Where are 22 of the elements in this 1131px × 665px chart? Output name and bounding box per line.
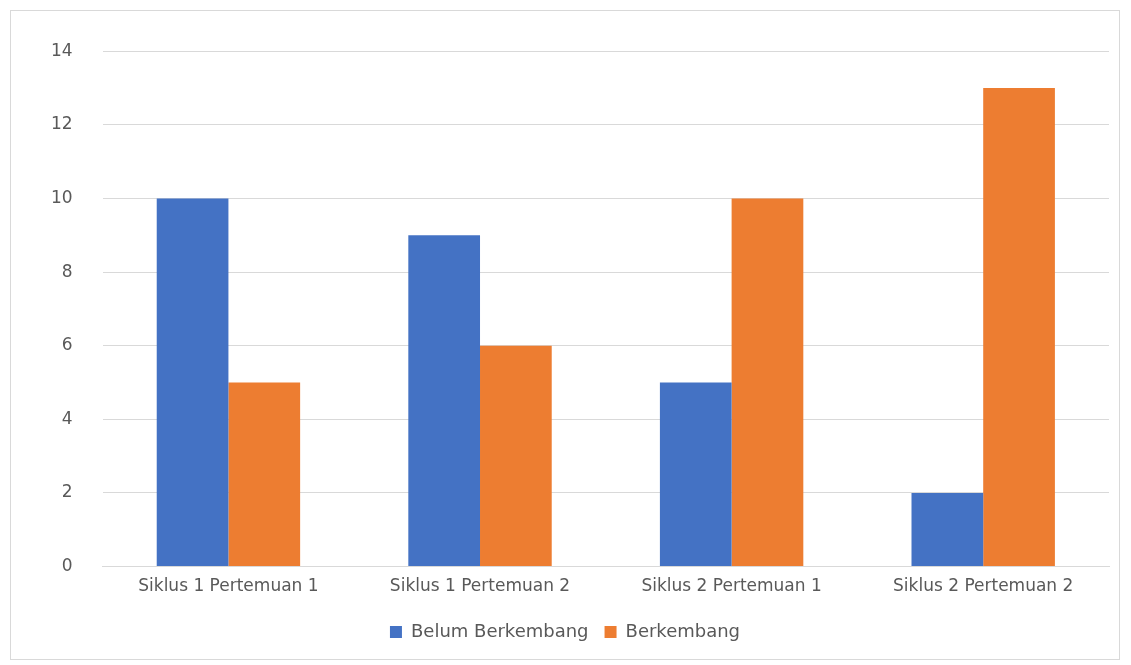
bar <box>228 382 301 567</box>
bar <box>731 198 804 567</box>
y-tick-label: 2 <box>61 481 73 502</box>
y-tick-label: 6 <box>61 334 73 355</box>
bar <box>480 345 552 567</box>
x-tick-label: Siklus 1 Pertemuan 1 <box>138 575 319 596</box>
bar <box>156 198 229 567</box>
y-tick-label: 0 <box>61 555 73 576</box>
y-tick-label: 14 <box>50 39 73 60</box>
bar <box>659 382 732 567</box>
bar <box>983 88 1055 567</box>
legend-label: Belum Berkembang <box>410 619 589 641</box>
x-tick-label: Siklus 1 Pertemuan 2 <box>389 575 571 596</box>
y-tick-label: 8 <box>61 260 73 281</box>
y-tick-label: 10 <box>50 186 73 207</box>
legend-label: Berkembang <box>625 619 741 641</box>
bar <box>911 492 984 567</box>
x-tick-label: Siklus 2 Pertemuan 2 <box>893 575 1074 596</box>
y-tick-label: 4 <box>61 407 73 428</box>
bar <box>408 235 481 567</box>
x-tick-label: Siklus 2 Pertemuan 1 <box>641 575 822 596</box>
y-tick-label: 12 <box>50 113 73 134</box>
